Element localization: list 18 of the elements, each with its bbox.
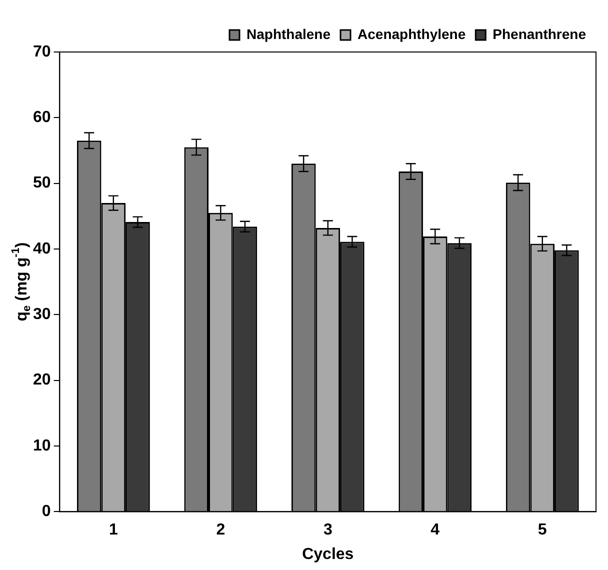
x-tick-label: 1: [108, 522, 118, 539]
y-tick-label: 30: [33, 306, 51, 324]
y-tick-label: 40: [33, 240, 51, 258]
legend-label: Phenanthrene: [492, 26, 586, 42]
legend-label: Acenaphthylene: [358, 26, 466, 42]
x-tick-label: 5: [538, 522, 547, 539]
y-axis-title: qe (mg g-1): [10, 242, 34, 322]
x-tick-label: 2: [216, 522, 226, 539]
y-tick-label: 50: [33, 174, 51, 192]
y-tick-label: 60: [33, 109, 51, 126]
y-tick-label: 10: [33, 437, 51, 454]
y-tick-label: 70: [33, 43, 51, 60]
x-tick-label: 4: [430, 522, 440, 539]
y-tick-label: 0: [42, 503, 51, 520]
y-tick-label: 20: [33, 372, 51, 389]
x-tick-label: 3: [323, 522, 332, 539]
legend-label: Naphthalene: [246, 26, 331, 42]
x-axis-title: Cycles: [302, 546, 354, 563]
